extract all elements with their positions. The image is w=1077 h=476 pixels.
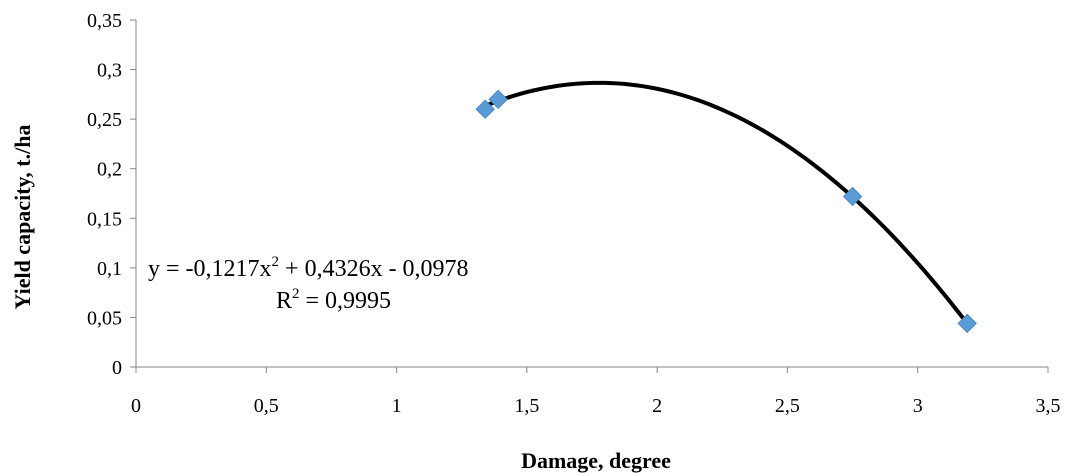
y-tick-label: 0,25: [87, 109, 122, 131]
y-axis: 0 0,05 0,1 0,15 0,2 0,25 0,3 0,35: [87, 10, 137, 379]
y-tick-label: 0: [112, 357, 122, 379]
data-point-diamond: [957, 313, 977, 334]
x-axis-title: Damage, degree: [521, 448, 671, 473]
y-tick-label: 0,3: [97, 60, 122, 82]
x-tick-label: 2: [652, 395, 662, 417]
y-tick-label: 0,2: [97, 159, 122, 181]
y-tick-label: 0,1: [97, 258, 122, 280]
y-tick-label: 0,15: [87, 208, 122, 230]
data-point-diamond: [842, 186, 863, 207]
x-tick-label: 3: [913, 395, 923, 417]
x-tick-label: 1,5: [514, 395, 539, 417]
trendline: [483, 80, 970, 326]
x-tick-label: 0: [131, 395, 141, 417]
trendline-path: [483, 80, 970, 326]
y-tick-label: 0,05: [87, 307, 122, 329]
trendline-equation: y = -0,1217x2 + 0,4326x - 0,0978: [148, 254, 469, 282]
data-points: [475, 89, 977, 334]
x-tick-label: 3,5: [1036, 395, 1061, 417]
x-tick-label: 1: [392, 395, 402, 417]
x-axis: 0 0,5 1 1,5 2 2,5 3 3,5: [131, 366, 1061, 417]
y-tick-label: 0,35: [87, 10, 122, 32]
data-point-diamond: [475, 99, 495, 119]
data-point-diamond: [488, 89, 508, 110]
y-axis-title: Yield capacity, t./ha: [10, 125, 35, 310]
r-squared: R2 = 0,9995: [276, 286, 391, 314]
x-tick-label: 0,5: [254, 395, 279, 417]
x-tick-label: 2,5: [775, 395, 800, 417]
